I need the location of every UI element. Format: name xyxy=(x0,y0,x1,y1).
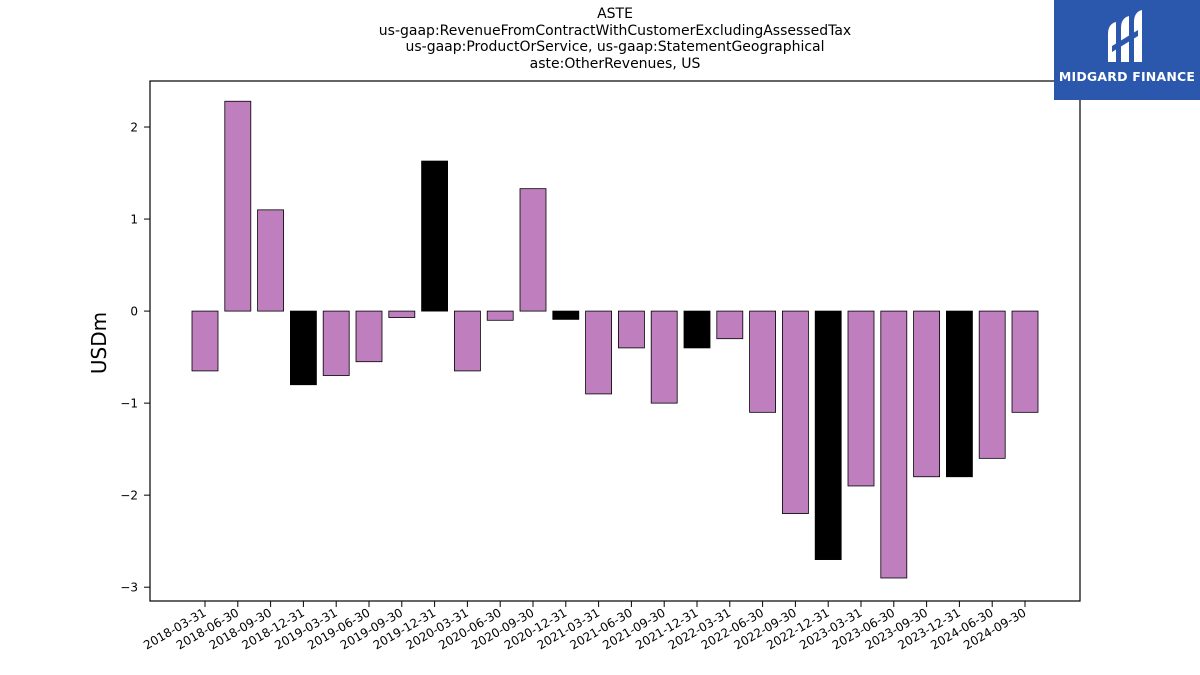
bar-2022-12-31 xyxy=(814,310,842,560)
bar-2023-09-30 xyxy=(913,310,940,478)
bar-2020-06-30 xyxy=(486,310,514,321)
y-axis-label: USDm xyxy=(87,312,111,374)
bar-2024-06-30 xyxy=(978,310,1006,459)
title-line-ticker: ASTE xyxy=(597,6,633,22)
y-tick-label: 2 xyxy=(130,121,138,135)
bar-2024-09-30 xyxy=(1011,310,1039,413)
bar-2020-09-30 xyxy=(519,188,547,312)
bar-2019-03-31 xyxy=(322,310,350,376)
bar-2020-12-31 xyxy=(552,310,580,320)
logo-text: MIDGARD FINANCE xyxy=(1058,69,1196,84)
x-axis: 2018-03-312018-06-302018-09-302018-12-31… xyxy=(141,601,1029,652)
bar-2023-12-31 xyxy=(946,310,973,478)
bar-2021-09-30 xyxy=(650,310,678,404)
y-tick-label: −2 xyxy=(120,489,138,503)
bar-2020-03-31 xyxy=(453,310,481,372)
logo-mark-icon xyxy=(1108,10,1142,62)
y-tick-label: −3 xyxy=(120,581,138,595)
bar-2022-06-30 xyxy=(749,310,776,413)
bars-group xyxy=(191,100,1039,579)
y-tick-label: 1 xyxy=(130,213,138,227)
bar-2018-09-30 xyxy=(257,209,285,312)
bar-2018-03-31 xyxy=(191,310,219,372)
chart-title: ASTE us-gaap:RevenueFromContractWithCust… xyxy=(150,6,1080,72)
bar-2021-03-31 xyxy=(585,310,612,395)
bar-2019-12-31 xyxy=(421,160,449,312)
title-line-axes: us-gaap:ProductOrService, us-gaap:Statem… xyxy=(405,39,825,55)
bar-2023-03-31 xyxy=(847,310,875,487)
y-axis: 2 1 0 −1 −2 −3 xyxy=(120,121,150,595)
title-line-concept: us-gaap:RevenueFromContractWithCustomerE… xyxy=(378,22,852,39)
bar-2019-09-30 xyxy=(388,310,416,318)
y-tick-label: 0 xyxy=(130,305,138,319)
bar-2022-03-31 xyxy=(716,310,744,340)
bar-2019-06-30 xyxy=(355,310,383,363)
bar-2023-06-30 xyxy=(880,310,908,579)
bar-2021-06-30 xyxy=(618,310,645,349)
title-line-member: aste:OtherRevenues, US xyxy=(529,55,701,72)
y-tick-label: −1 xyxy=(120,397,138,411)
bar-2022-09-30 xyxy=(782,310,809,514)
midgard-finance-logo: MIDGARD FINANCE xyxy=(1054,0,1200,100)
bar-2018-06-30 xyxy=(224,100,252,312)
bar-2021-12-31 xyxy=(683,310,711,349)
bar-2018-12-31 xyxy=(289,310,317,386)
plot-frame xyxy=(149,80,1081,602)
